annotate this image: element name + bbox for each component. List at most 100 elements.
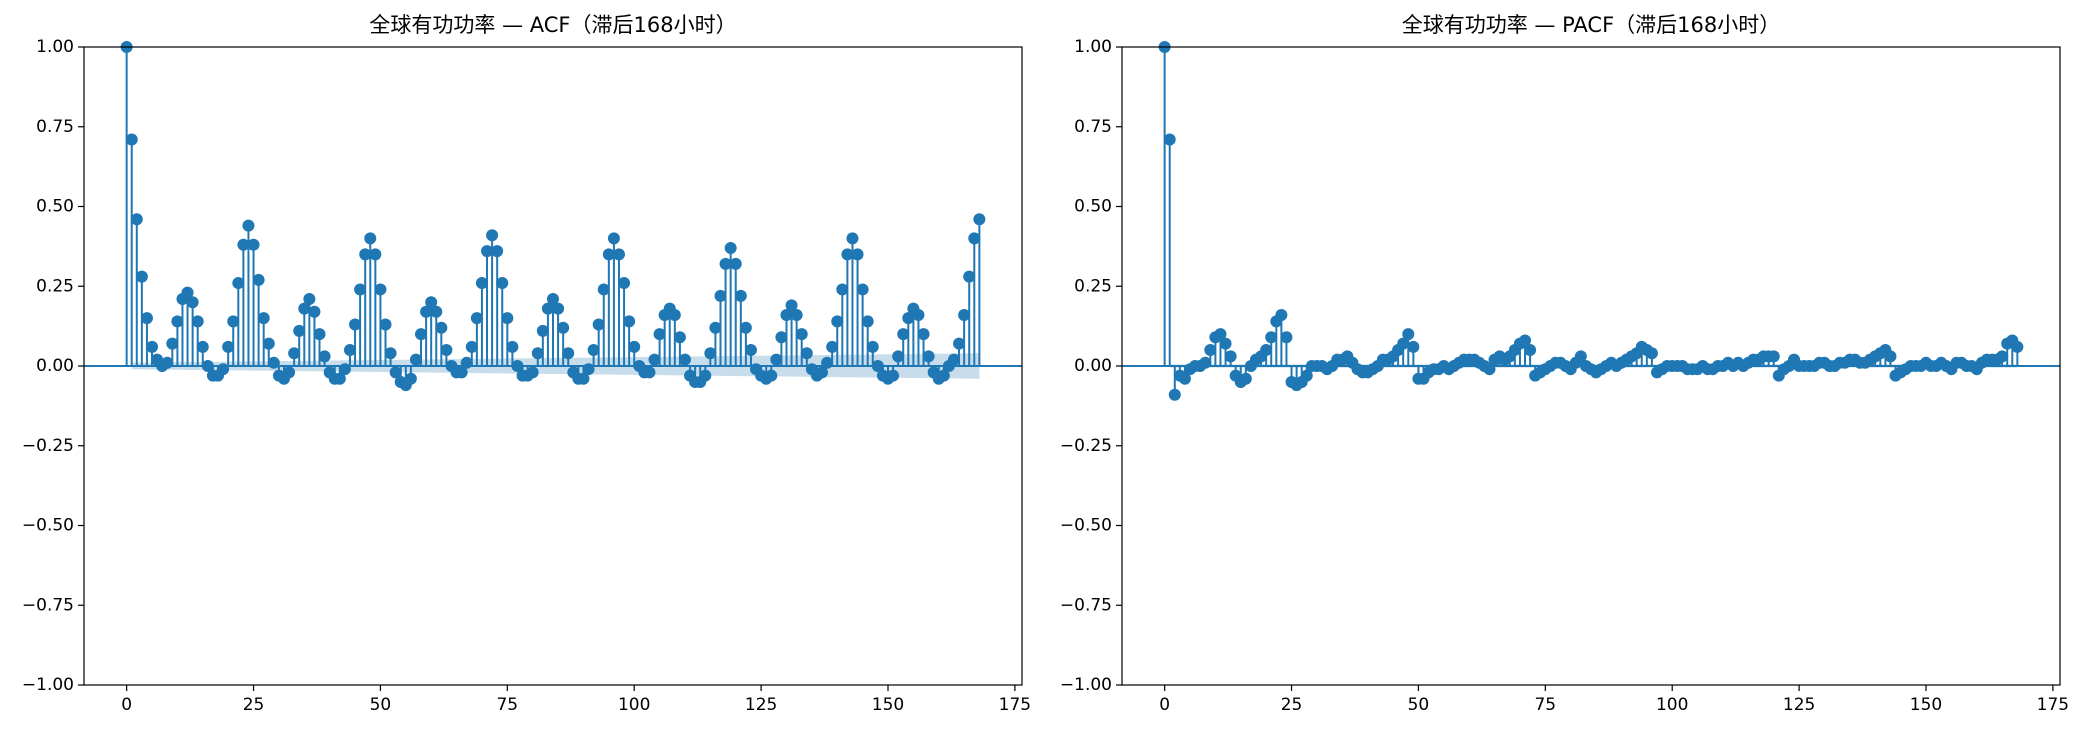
stem-marker [628, 340, 641, 353]
stem-marker [2011, 340, 2024, 353]
stem-marker [552, 302, 565, 315]
stem-marker [1407, 340, 1420, 353]
stem-marker [968, 232, 981, 245]
stem-marker [785, 299, 798, 312]
stem-marker [267, 356, 280, 369]
stem-marker [217, 363, 230, 376]
stem-marker [958, 308, 971, 321]
stem-marker [734, 289, 747, 302]
stem-marker [186, 296, 199, 309]
stem-marker [1265, 331, 1278, 344]
stem-marker [1239, 372, 1252, 385]
stem-marker [455, 366, 468, 379]
stem-marker [1168, 388, 1181, 401]
stem-marker [359, 248, 372, 261]
stem-marker [800, 347, 813, 360]
stem-marker [1884, 350, 1897, 363]
axes-frame [83, 46, 1023, 686]
stem-marker [719, 257, 732, 270]
stem-marker [201, 360, 214, 372]
y-tick-label: −0.75 [22, 595, 74, 615]
stem-marker [1280, 331, 1293, 344]
stem-marker [780, 308, 793, 321]
stem-marker [166, 337, 179, 350]
stem-marker [704, 347, 717, 360]
stem-marker [577, 372, 590, 385]
stem-marker [790, 308, 803, 321]
stem-marker [252, 273, 265, 286]
stem-marker [1996, 350, 2009, 363]
stem-marker [770, 353, 783, 366]
y-tick-label: −0.50 [1060, 516, 1112, 536]
stem-marker [181, 286, 194, 299]
stem-marker [227, 315, 240, 328]
stem-marker [481, 245, 494, 258]
x-tick-label: 50 [370, 695, 392, 715]
stem-marker [699, 369, 712, 382]
stem-marker [953, 337, 966, 350]
y-tick-label: −0.75 [1060, 595, 1112, 615]
stem-marker [887, 369, 900, 382]
stem-marker [744, 344, 757, 357]
stem-marker [821, 356, 834, 369]
x-tick-label: 175 [2037, 695, 2069, 715]
stem-marker [724, 241, 737, 254]
stem-marker [1178, 372, 1191, 385]
stem-marker [765, 369, 778, 382]
x-tick-label: 75 [1534, 695, 1556, 715]
stem-marker [597, 283, 610, 296]
stem-marker [338, 363, 351, 376]
stem-marker [1219, 337, 1232, 350]
stem-marker [866, 340, 879, 353]
stem-marker [384, 347, 397, 360]
stem-marker [308, 305, 321, 318]
stem-marker [557, 321, 570, 334]
stem-marker [333, 372, 346, 385]
stem-marker [247, 238, 260, 251]
stem-marker [196, 340, 209, 353]
x-tick-label: 0 [1159, 695, 1170, 715]
stem-marker [1397, 337, 1410, 350]
y-tick-label: 0.25 [1074, 276, 1112, 296]
stem-marker [511, 360, 524, 372]
y-tick-label: 0.00 [36, 356, 74, 376]
stem-marker [739, 321, 752, 334]
stem-marker [313, 328, 326, 341]
stem-marker [947, 353, 960, 366]
stem-marker [541, 302, 554, 315]
stem-marker [135, 270, 148, 283]
stem-marker [425, 296, 438, 309]
stem-marker [816, 366, 829, 379]
stem-marker [191, 315, 204, 328]
stem-marker [897, 328, 910, 341]
y-tick-label: 0.75 [36, 117, 74, 137]
stem-marker [389, 366, 402, 379]
stem-marker [354, 283, 367, 296]
x-tick-label: 100 [618, 695, 650, 715]
stem-marker [440, 344, 453, 357]
stem-marker [242, 219, 255, 232]
stem-marker [1224, 350, 1237, 363]
stem-marker [318, 350, 331, 363]
stem-marker [1645, 347, 1658, 360]
stem-marker [222, 340, 235, 353]
y-tick-label: −0.25 [1060, 436, 1112, 456]
stem-marker [1214, 328, 1227, 341]
stem-marker [714, 289, 727, 302]
stem-marker [587, 344, 600, 357]
chart-title: 全球有功功率 — ACF（滞后168小时） [369, 13, 736, 37]
stem-marker [973, 213, 986, 226]
stem-marker [379, 318, 392, 331]
stem-marker [536, 324, 549, 337]
stem-marker [892, 350, 905, 363]
y-tick-label: −0.25 [22, 436, 74, 456]
stem-marker [1574, 350, 1587, 363]
stem-marker [460, 356, 473, 369]
stem-marker [1767, 350, 1780, 363]
stem-marker [369, 248, 382, 261]
stem-marker [795, 328, 808, 341]
y-tick-label: 0.50 [36, 197, 74, 217]
stem-marker [1300, 369, 1313, 382]
stem-marker [298, 302, 311, 315]
